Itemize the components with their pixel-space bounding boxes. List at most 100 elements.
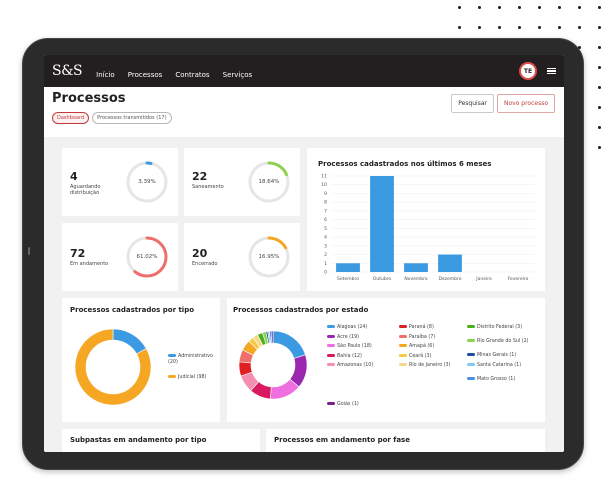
legend-label: Santa Catarina (1) (477, 362, 522, 368)
stat-progress-ring (248, 236, 290, 278)
bar-chart: 0 1 2 3 4 5 6 7 8 9 10 11 Setembro Outubro Novembro Dez… (321, 174, 535, 282)
legend-label: Mato Grosso (1) (477, 376, 516, 382)
y-tick-label: 4 (324, 235, 327, 241)
legend-item[interactable]: Alagoas (24) (327, 325, 397, 331)
decorative-dot (598, 146, 601, 149)
legend-label: Judicial (98) (178, 375, 207, 380)
decorative-dot (518, 6, 521, 9)
legend-swatch (327, 353, 335, 357)
legend-item[interactable]: Administrativo (20) (168, 354, 218, 365)
legend-label: Paraíba (7) (409, 334, 436, 340)
bar[interactable] (438, 254, 462, 272)
decorative-dot (478, 6, 481, 9)
legend-item[interactable]: Amapá (6) (399, 344, 469, 350)
legend-item[interactable]: Rio de Janeiro (3) (399, 363, 469, 369)
y-tick-label: 2 (324, 252, 327, 258)
legend-item[interactable]: Mato Grosso (1) (467, 376, 531, 383)
estado-donut-chart (238, 330, 308, 400)
bar[interactable] (336, 263, 360, 272)
donut-slice[interactable] (270, 330, 274, 344)
decorative-dot (518, 26, 521, 29)
legend-swatch (327, 325, 335, 328)
search-button[interactable]: Pesquisar (451, 94, 494, 113)
tab-dashboard[interactable]: Dashboard (52, 112, 90, 124)
legend-label: Ceará (3) (409, 353, 432, 359)
legend-item[interactable]: Minas Gerais (1) (467, 353, 531, 359)
legend-label: Bahia (12) (337, 353, 362, 359)
legend-item[interactable]: Bahia (12) (327, 353, 397, 360)
donut-slice[interactable] (272, 330, 306, 359)
legend-label: Distrito Federal (3) (477, 325, 523, 330)
new-process-button[interactable]: Novo processo (496, 94, 555, 113)
nav-item-servicos[interactable]: Serviços (222, 70, 253, 79)
bar-chart-title: Processos cadastrados nos últimos 6 mese… (318, 160, 492, 168)
legend-item[interactable]: Paraíba (7) (399, 334, 469, 341)
tipo-donut-chart (74, 328, 152, 406)
view-tabs: Dashboard Processos transmitidos (17) (52, 112, 556, 124)
legend-item[interactable]: Santa Catarina (1) (467, 362, 531, 369)
y-tick-label: 0 (324, 270, 327, 276)
legend-item[interactable]: Paraná (8) (399, 325, 469, 331)
top-navigation-bar: S&S Início Processos Contratos Serviços … (44, 55, 564, 87)
stat-card-encerrado: 20 Encerrado 16.95% (184, 223, 300, 291)
legend-item[interactable]: Judicial (98) (168, 375, 218, 381)
stat-percent: 61.02% (136, 254, 158, 260)
stat-progress-arc (126, 161, 168, 203)
page-title: Processos (52, 91, 126, 106)
legend-label: Amapá (6) (409, 344, 435, 349)
decorative-dot (458, 26, 461, 29)
decorative-dot (598, 126, 601, 129)
legend-item[interactable]: São Paulo (18) (327, 344, 397, 350)
decorative-dot (578, 46, 581, 49)
legend-item[interactable]: Rio Grande do Sul (2) (467, 339, 531, 345)
bar[interactable] (404, 263, 428, 272)
legend-label: São Paulo (18) (337, 344, 372, 349)
legend-swatch (399, 325, 407, 328)
donut-slice[interactable] (74, 328, 152, 406)
donut-slice[interactable] (112, 328, 147, 355)
stat-progress-ring (126, 161, 168, 203)
legend-item[interactable]: Ceará (3) (399, 353, 469, 360)
y-tick-label: 7 (324, 208, 327, 214)
decorative-dot (598, 6, 601, 9)
tab-processos-transmitidos[interactable]: Processos transmitidos (17) (92, 112, 172, 124)
legend-swatch (399, 344, 407, 347)
tablet-side-button (28, 247, 30, 255)
bar[interactable] (370, 176, 394, 272)
decorative-dot (598, 86, 601, 89)
legend-label: Administrativo (20) (168, 354, 213, 365)
nav-item-contratos[interactable]: Contratos (175, 70, 210, 79)
legend-item[interactable]: Amazonas (10) (327, 363, 397, 369)
y-tick-label: 1 (324, 261, 327, 267)
y-tick-label: 6 (324, 217, 327, 223)
decorative-dot (498, 6, 501, 9)
x-tick-label: Novembro (404, 276, 428, 282)
menu-icon[interactable] (547, 67, 556, 75)
legend-swatch (467, 339, 475, 342)
legend-item[interactable]: Acre (19) (327, 334, 397, 341)
legend-item[interactable]: Goiás (1) (327, 402, 397, 408)
decorative-dot (558, 26, 561, 29)
decorative-dot (458, 6, 461, 9)
stat-card-aguardando: 4 Aguardando distribuição 3.39% (62, 148, 178, 216)
legend-item[interactable]: Distrito Federal (3) (467, 325, 531, 331)
stat-card-saneamento: 22 Saneamento 18.64% (184, 148, 300, 216)
stat-label: Aguardando distribuição (70, 184, 101, 196)
decorative-dot (598, 66, 601, 69)
stat-percent: 18.64% (258, 179, 280, 185)
subpastas-title: Subpastas em andamento por tipo (70, 436, 207, 444)
nav-item-processos[interactable]: Processos (127, 70, 163, 79)
legend-swatch (399, 353, 407, 357)
legend-label: Paraná (8) (409, 325, 434, 330)
legend-swatch (327, 344, 335, 347)
brand-logo[interactable]: S&S (52, 63, 83, 79)
nav-item-inicio[interactable]: Início (96, 70, 115, 79)
decorative-dot (498, 26, 501, 29)
y-tick-label: 8 (324, 200, 327, 206)
stat-value: 22 (192, 170, 208, 183)
stat-value: 4 (70, 170, 78, 183)
stat-card-em-andamento: 72 Em andamento 61.02% (62, 223, 178, 291)
stat-progress-ring (126, 236, 168, 278)
user-avatar[interactable]: TE (519, 62, 537, 80)
